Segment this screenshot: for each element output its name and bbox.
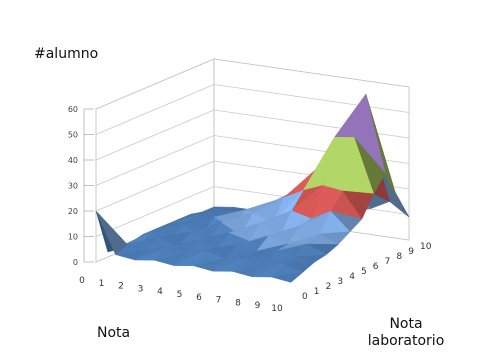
x-tick-label: 3 (138, 284, 144, 294)
y-axis-title-line-1: Nota (356, 316, 456, 333)
x-tick-label: 5 (177, 290, 183, 300)
z-tick-label: 40 (68, 156, 78, 165)
chart-title: #alumno (34, 46, 98, 62)
y-tick-label: 7 (385, 257, 391, 267)
x-tick-label: 6 (196, 293, 202, 303)
y-tick-label: 3 (337, 277, 343, 287)
y-tick-label: 8 (396, 252, 402, 262)
y-tick-label: 1 (314, 287, 320, 297)
x-tick-label: 0 (79, 276, 85, 286)
z-tick-label: 30 (68, 182, 78, 191)
x-tick-label: 4 (157, 287, 163, 297)
x-tick-label: 9 (255, 301, 261, 311)
x-axis-title: Nota (97, 325, 130, 341)
x-axis-ticks: 0 1 2 3 4 5 6 7 8 9 10 (79, 276, 283, 314)
z-axis-ticks: 0 10 20 30 40 50 60 (68, 105, 94, 267)
x-tick-label: 7 (216, 296, 222, 306)
z-tick-label: 50 (68, 131, 78, 140)
z-tick-label: 20 (68, 207, 78, 216)
x-tick-label: 8 (235, 298, 241, 308)
y-tick-label: 6 (373, 262, 379, 272)
y-tick-label: 2 (326, 282, 332, 292)
x-tick-label: 1 (99, 279, 105, 289)
z-tick-label: 60 (68, 105, 78, 114)
y-tick-label: 10 (420, 242, 432, 252)
y-tick-label: 4 (349, 272, 355, 282)
x-tick-label: 10 (271, 304, 283, 314)
y-axis-title-line-2: laboratorio (356, 333, 456, 350)
x-tick-label: 2 (118, 282, 124, 292)
z-tick-label: 0 (73, 258, 78, 267)
z-tick-label: 10 (68, 233, 78, 242)
y-tick-label: 9 (408, 247, 414, 257)
y-tick-label: 0 (302, 292, 308, 302)
y-tick-label: 5 (361, 267, 367, 277)
y-axis-title: Nota laboratorio (356, 316, 456, 350)
